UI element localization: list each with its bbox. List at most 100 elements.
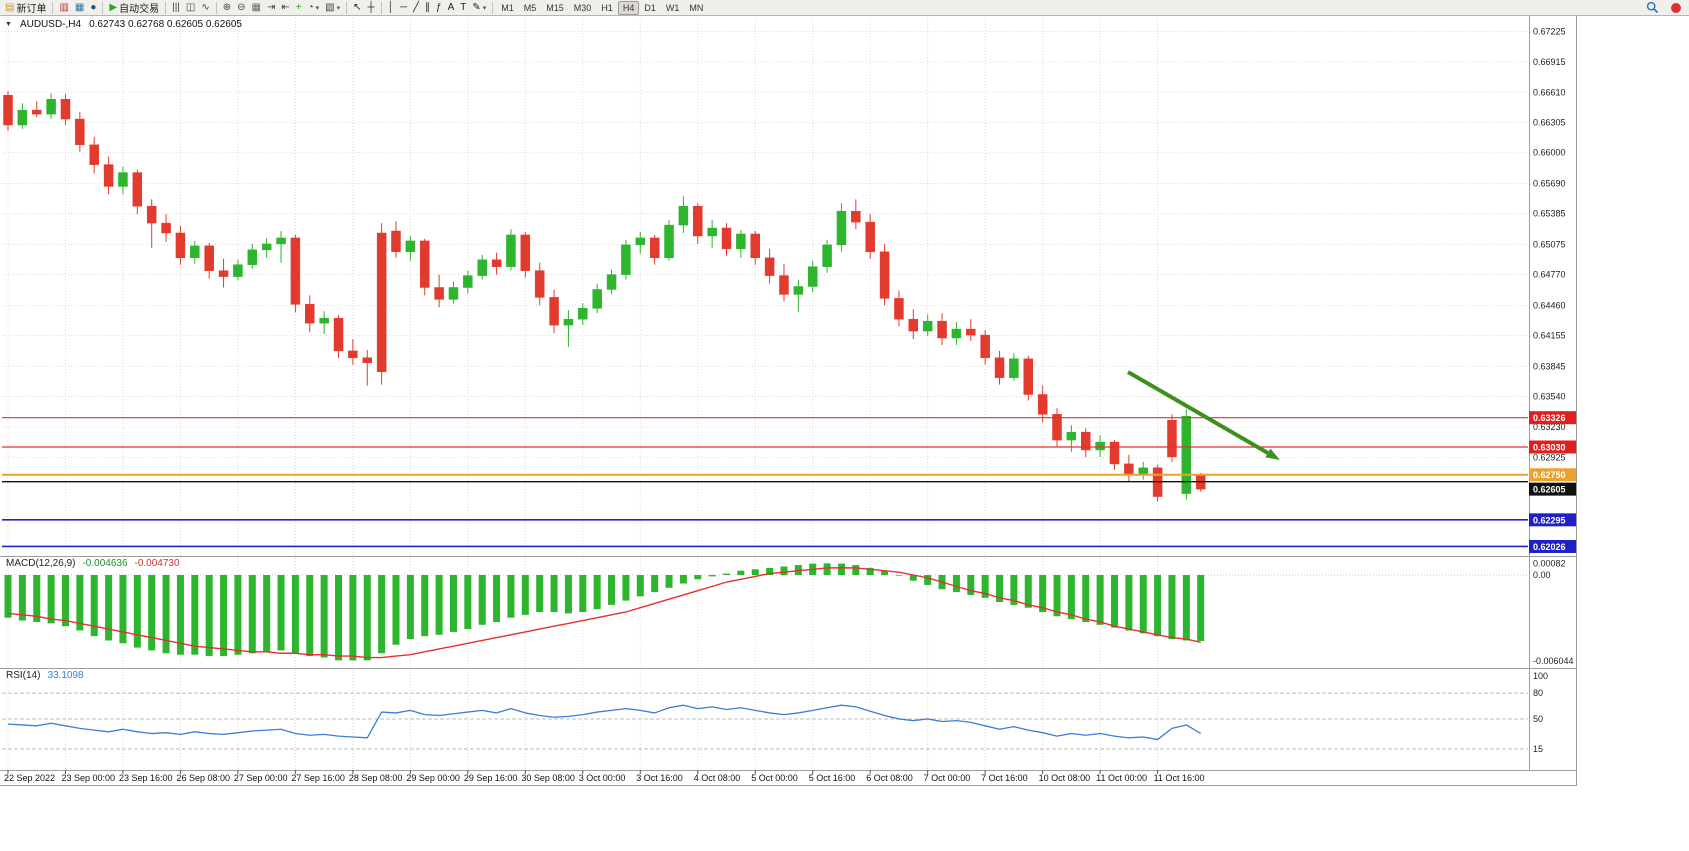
timeframe-h1-button[interactable]: H1 (596, 1, 618, 15)
svg-text:27 Sep 00:00: 27 Sep 00:00 (234, 773, 288, 783)
candle-body (1167, 420, 1177, 458)
svg-text:5 Oct 16:00: 5 Oct 16:00 (809, 773, 856, 783)
new-order-button[interactable]: ▤ 新订单 (2, 1, 49, 16)
svg-text:0.64460: 0.64460 (1533, 300, 1566, 310)
svg-text:0.63845: 0.63845 (1533, 361, 1566, 371)
channel-button[interactable]: ∥ (422, 1, 433, 15)
templates-button[interactable]: ▧ ▾ (322, 1, 343, 15)
timeframe-m1-button[interactable]: M1 (496, 1, 519, 15)
timeframe-h4-button[interactable]: H4 (617, 0, 640, 15)
price-tag (1529, 482, 1576, 496)
horizontal-line-button[interactable]: ─ (397, 1, 410, 15)
fibonacci-icon: ƒ (436, 1, 442, 13)
trendline-button[interactable]: ╱ (410, 1, 422, 15)
notification-badge[interactable] (1671, 2, 1681, 13)
svg-text:0.65075: 0.65075 (1533, 239, 1566, 249)
text-label-button[interactable]: T (457, 1, 469, 15)
candle-body (750, 233, 760, 259)
data-window-icon: ▦ (74, 1, 85, 13)
bar-chart-button[interactable]: ||| (169, 1, 183, 15)
navigator-button[interactable]: ● (87, 1, 99, 15)
candle-body (1124, 463, 1134, 475)
toolbar-right (1646, 1, 1681, 14)
timeframe-m15-button[interactable]: M15 (541, 1, 569, 15)
channel-icon: ∥ (425, 1, 430, 13)
candle-body (980, 334, 990, 359)
candle-body (578, 308, 588, 320)
arrows-button[interactable]: ✎ ▾ (469, 1, 489, 15)
candle-body (75, 118, 85, 146)
chart-canvas[interactable]: 0.67225 0.66915 0.66610 0.66305 0.66000 0.656… (0, 16, 1576, 785)
svg-text:10 Oct 08:00: 10 Oct 08:00 (1039, 773, 1091, 783)
horizontal-lines (2, 417, 1528, 548)
svg-text:0.62026: 0.62026 (1533, 542, 1566, 552)
search-icon (1646, 1, 1659, 14)
candle-body (463, 275, 473, 288)
candle-body (649, 237, 660, 259)
candle-body (1095, 441, 1105, 451)
candle-body (17, 109, 28, 126)
auto-trading-button[interactable]: ▶ 自动交易 (106, 1, 162, 16)
svg-text:-0.006044: -0.006044 (1533, 656, 1574, 666)
chart-shift-button[interactable]: ⇤ (278, 1, 292, 15)
svg-text:80: 80 (1533, 688, 1543, 698)
candle-body (175, 232, 186, 259)
svg-text:0.66915: 0.66915 (1533, 57, 1566, 67)
indicators-button[interactable]: + (293, 1, 305, 15)
auto-scroll-button[interactable]: ⇥ (264, 1, 278, 15)
chart-shift-icon: ⇤ (281, 1, 290, 13)
candle-body (434, 287, 444, 300)
candle-body (592, 289, 602, 309)
timeframe-d1-button[interactable]: D1 (639, 1, 661, 15)
svg-text:0.62750: 0.62750 (1533, 470, 1566, 480)
candle-body (118, 172, 128, 187)
price-tag (1529, 539, 1576, 553)
chevron-down-icon: ▾ (482, 4, 487, 12)
candle-body (865, 221, 875, 253)
periods-button[interactable]: ◔ ▾ (305, 1, 323, 15)
candle-body (204, 245, 214, 271)
svg-text:0.63030: 0.63030 (1533, 443, 1566, 453)
cursor-button[interactable]: ↖ (350, 1, 364, 15)
data-window-button[interactable]: ▦ (72, 1, 87, 15)
candle-body (966, 328, 976, 336)
timeframe-w1-button[interactable]: W1 (661, 1, 685, 15)
timeframe-m30-button[interactable]: M30 (569, 1, 597, 15)
timeframe-mn-label: MN (689, 2, 704, 13)
text-icon: A (447, 1, 455, 13)
candle-body (736, 233, 746, 250)
search-button[interactable] (1646, 1, 1659, 14)
candle-body (1037, 394, 1048, 415)
line-chart-button[interactable]: ∿ (198, 1, 212, 15)
trend-arrow-annotation[interactable] (1126, 370, 1280, 460)
timeframe-m5-button[interactable]: M5 (519, 1, 542, 15)
candle-body (894, 298, 904, 320)
market-watch-button[interactable]: ▥ (56, 1, 71, 15)
timeframe-m5-label: M5 (523, 2, 537, 13)
svg-text:11 Oct 16:00: 11 Oct 16:00 (1154, 773, 1205, 783)
time-axis: 22 Sep 2022 23 Sep 00:00 23 Sep 16:00 26 Se… (4, 770, 1204, 783)
crosshair-button[interactable]: ┼ (365, 1, 378, 15)
candlestick-chart-icon: ◫ (185, 1, 196, 13)
timeframe-h4-label: H4 (622, 2, 635, 13)
zoom-in-button[interactable]: ⊕ (220, 1, 234, 15)
candlestick-chart-button[interactable]: ◫ (183, 1, 198, 15)
candle-body (908, 318, 919, 332)
timeframe-mn-button[interactable]: MN (684, 1, 708, 15)
candle-body (146, 205, 157, 224)
candle-body (793, 286, 804, 295)
candle-body (190, 245, 200, 259)
fibonacci-button[interactable]: ƒ (433, 1, 445, 15)
candle-body (1109, 441, 1120, 465)
svg-text:7 Oct 16:00: 7 Oct 16:00 (981, 773, 1028, 783)
svg-text:0.62605: 0.62605 (1533, 485, 1566, 495)
new-order-label: 新订单 (16, 4, 47, 15)
candle-body (807, 266, 818, 287)
text-button[interactable]: A (445, 1, 458, 15)
zoom-out-button[interactable]: ⊖ (234, 1, 248, 15)
svg-text:5 Oct 00:00: 5 Oct 00:00 (751, 773, 798, 783)
vertical-line-button[interactable]: │ (385, 1, 397, 15)
tile-windows-button[interactable]: ▦ (249, 1, 264, 15)
candle-body (261, 243, 272, 251)
candle-body (448, 287, 459, 300)
